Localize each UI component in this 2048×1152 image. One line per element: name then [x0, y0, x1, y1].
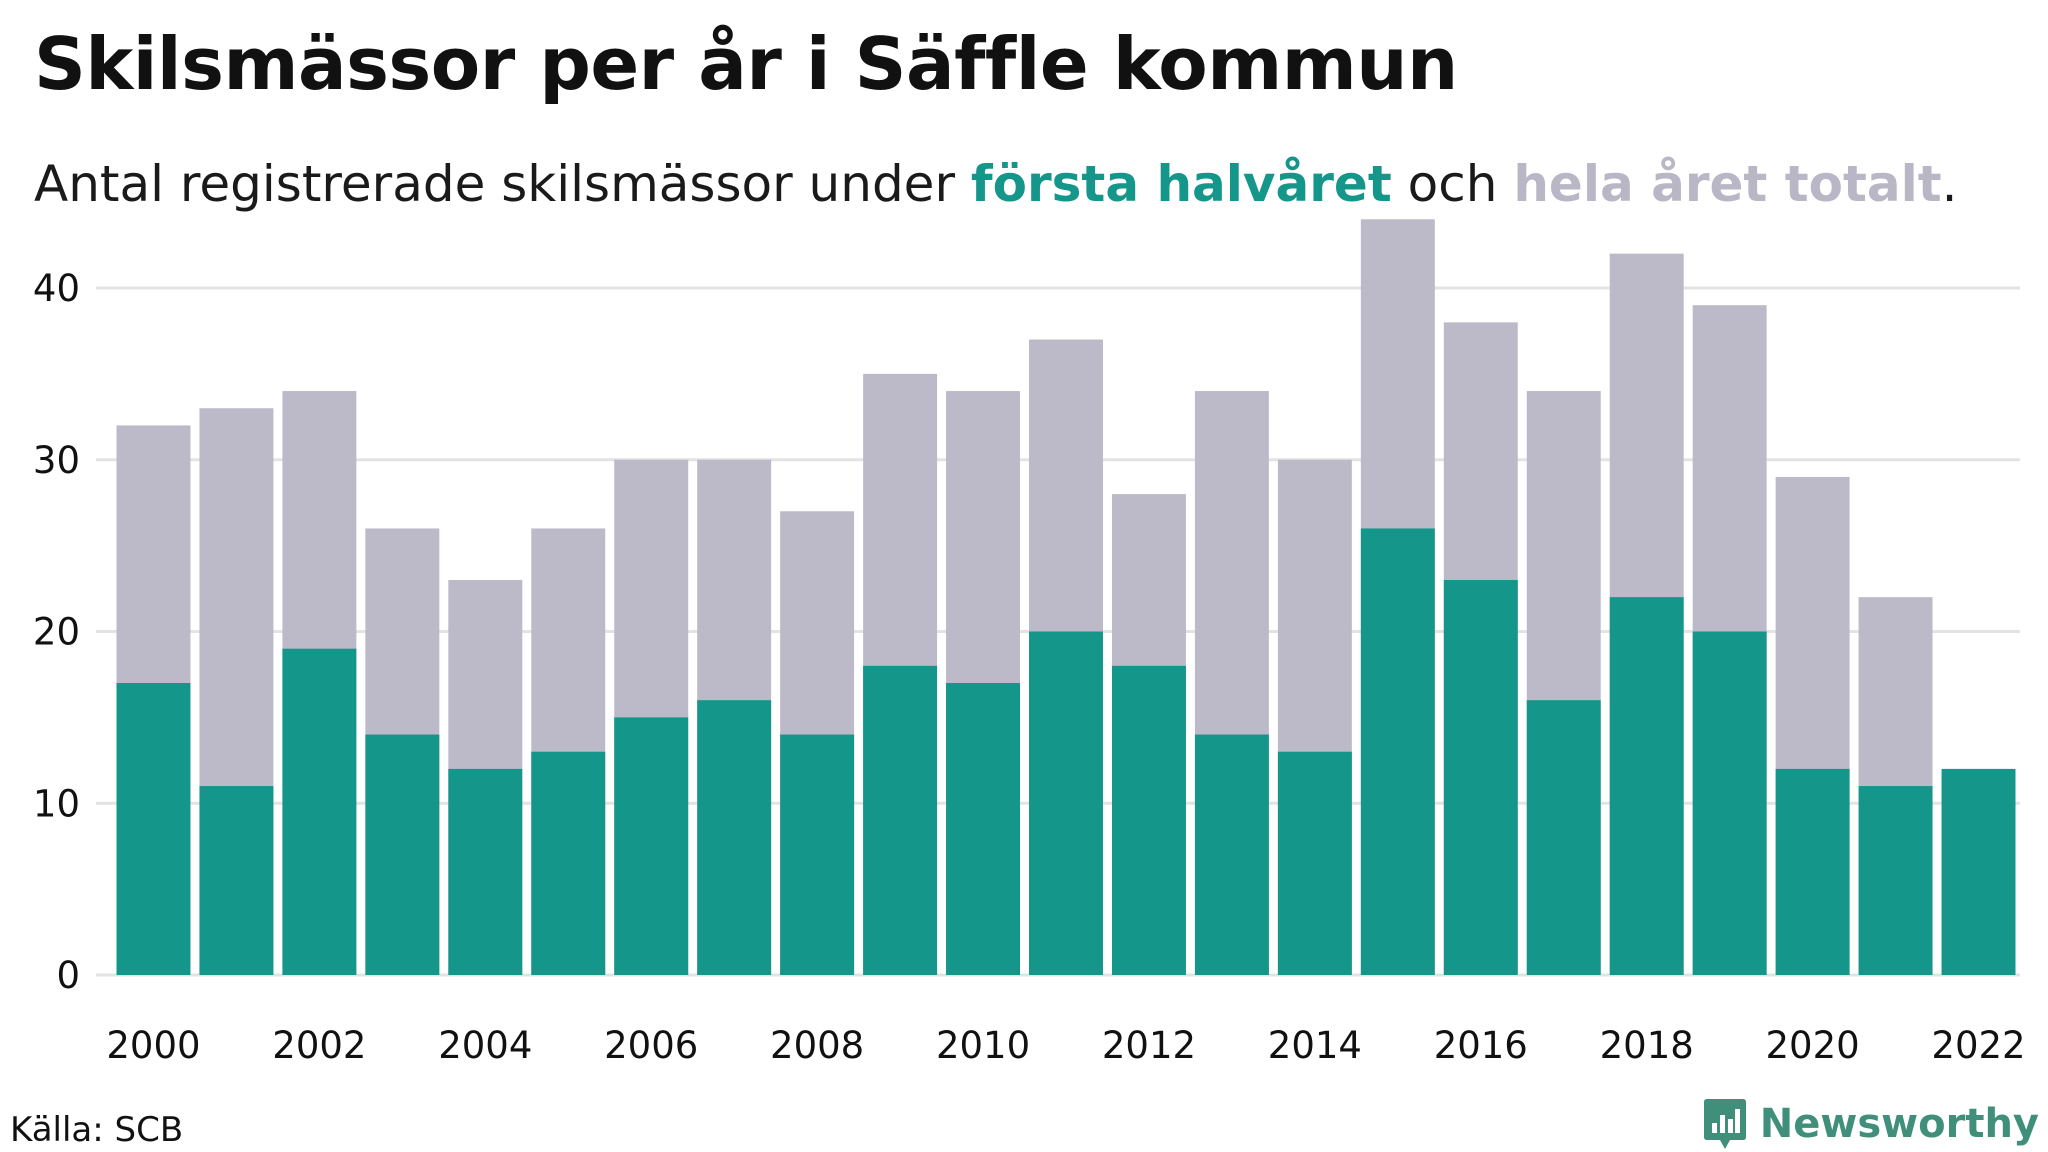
bar-first-half-2001: [199, 786, 274, 975]
bar-first-half-2003: [365, 734, 440, 975]
bar-first-half-2021: [1858, 786, 1933, 975]
bar-first-half-2005: [531, 751, 606, 975]
subtitle-suffix: .: [1941, 155, 1958, 213]
x-tick-label: 2002: [272, 1024, 366, 1067]
bar-first-half-2013: [1194, 734, 1269, 975]
x-tick-label: 2014: [1268, 1024, 1362, 1067]
bar-first-half-2006: [614, 717, 689, 975]
y-axis-ticks: 0 10 20 30 40: [33, 267, 80, 997]
bar-first-half-2009: [863, 665, 938, 975]
y-tick-label: 10: [33, 782, 80, 825]
source-label: Källa: SCB: [10, 1110, 184, 1150]
x-tick-label: 2006: [604, 1024, 698, 1067]
y-tick-label: 30: [33, 439, 80, 482]
x-axis-ticks: 2000 2002 2004 2006 2008 2010 2012 2014 2016 2018…: [106, 1024, 2025, 1067]
bar-first-half-2002: [282, 648, 357, 975]
bar-first-half-2015: [1360, 528, 1435, 975]
bar-first-half-2019: [1692, 631, 1767, 975]
bar-first-half-2004: [448, 768, 523, 975]
x-tick-label: 2010: [936, 1024, 1030, 1067]
bar-first-half-2007: [697, 700, 772, 975]
bar-first-half-2016: [1443, 579, 1518, 975]
bar-first-half-2020: [1775, 768, 1850, 975]
legend-total: hela året totalt: [1513, 155, 1942, 213]
y-tick-label: 0: [56, 954, 80, 997]
x-tick-label: 2018: [1600, 1024, 1694, 1067]
bar-first-half-2010: [946, 683, 1021, 975]
chart-subtitle: Antal registrerade skilsmässor under för…: [34, 155, 1958, 213]
bar-first-half-2022: [1941, 768, 2016, 975]
y-tick-label: 40: [33, 267, 80, 310]
bar-first-half-2018: [1609, 597, 1684, 975]
newsworthy-logo: Newsworthy: [1702, 1097, 2039, 1151]
x-tick-label: 2000: [106, 1024, 200, 1067]
subtitle-prefix: Antal registrerade skilsmässor under: [34, 155, 971, 213]
x-tick-label: 2012: [1102, 1024, 1196, 1067]
x-tick-label: 2004: [438, 1024, 532, 1067]
y-tick-label: 20: [33, 611, 80, 654]
bar-first-half-2014: [1277, 751, 1352, 975]
newsworthy-logo-icon: [1703, 1099, 1746, 1149]
bar-first-half-2008: [780, 734, 855, 975]
bar-first-half-2017: [1526, 700, 1601, 975]
bar-first-half-2000: [116, 683, 191, 975]
bar-first-half-2011: [1029, 631, 1103, 975]
x-tick-label: 2022: [1931, 1024, 2025, 1067]
x-tick-label: 2008: [770, 1024, 864, 1067]
chart-title: Skilsmässor per år i Säffle kommun: [34, 22, 1458, 106]
legend-first-half: första halvåret: [970, 155, 1392, 213]
bar-first-half-2012: [1111, 665, 1186, 975]
x-tick-label: 2016: [1434, 1024, 1528, 1067]
bars: [116, 219, 2016, 976]
subtitle-middle: och: [1391, 155, 1514, 213]
brand-name: Newsworthy: [1759, 1101, 2039, 1147]
x-tick-label: 2020: [1766, 1024, 1860, 1067]
